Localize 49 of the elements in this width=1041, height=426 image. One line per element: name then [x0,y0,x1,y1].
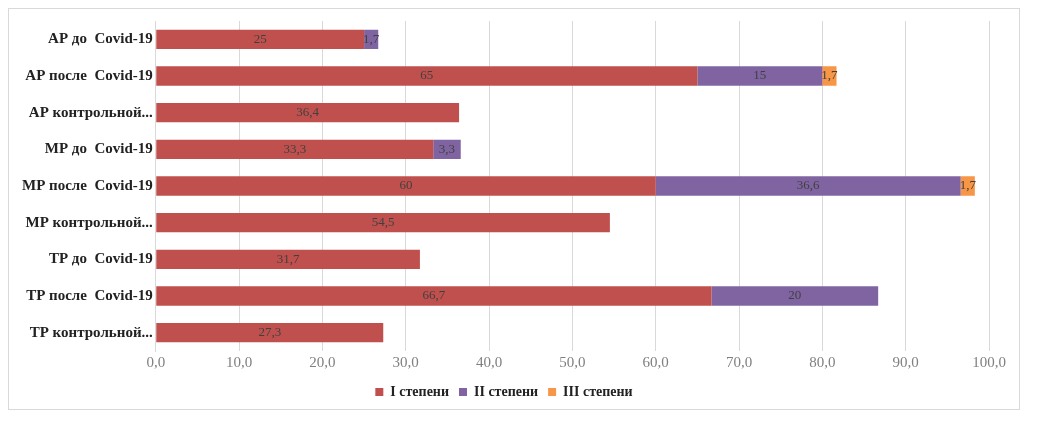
y-tick-label: МР контрольной... [25,213,154,230]
y-tick-label: АР контрольной... [28,103,154,120]
y-tick-label: АР после Covid-19 [25,66,153,83]
y-tick-label: ТР контрольной... [29,323,154,340]
x-tick-label: 60,0 [642,353,669,370]
data-label: 66,7 [422,287,446,303]
y-tick-label: МР до Covid-19 [44,140,153,157]
bar [156,66,698,86]
data-label: 54,5 [371,214,395,230]
bar [655,176,961,196]
data-label: 1,7 [821,67,839,83]
legend-label: II степени [473,383,539,399]
bar [156,29,365,49]
legend-label: III степени [563,383,633,399]
data-label: 27,3 [258,324,282,340]
x-tick-label: 0,0 [146,353,166,370]
data-label: 36,6 [796,177,821,193]
bar [156,213,610,233]
data-label: 31,7 [276,250,300,266]
data-label: 36,4 [296,104,320,120]
bar [156,249,420,269]
bar [711,286,879,306]
x-tick-label: 50,0 [559,353,586,370]
x-tick-label: 100,0 [972,353,1006,370]
bar [156,323,384,343]
x-tick-label: 80,0 [809,353,836,370]
bar [156,286,712,306]
data-label: 15 [753,67,767,83]
x-tick-label: 70,0 [725,353,753,370]
data-label: 60 [399,177,413,193]
x-tick-label: 10,0 [225,353,253,370]
data-label: 20 [788,287,802,303]
y-tick-label: ТР до Covid-19 [48,250,153,267]
data-label: 33,3 [283,140,307,156]
y-tick-label: АР до Covid-19 [48,30,153,47]
bar [156,139,434,159]
legend-label: I степени [390,383,449,399]
data-label: 65 [420,67,434,83]
x-tick-label: 90,0 [892,353,919,370]
data-label: 25 [253,30,267,46]
data-label: 3,3 [438,140,456,156]
bar [697,66,823,86]
bar [156,103,460,123]
x-tick-label: 30,0 [392,353,419,370]
x-tick-label: 40,0 [475,353,503,370]
y-tick-label: ТР после Covid-19 [26,286,153,303]
x-tick-label: 20,0 [309,353,336,370]
bar [156,176,656,196]
y-tick-label: МР после Covid-19 [22,176,153,193]
